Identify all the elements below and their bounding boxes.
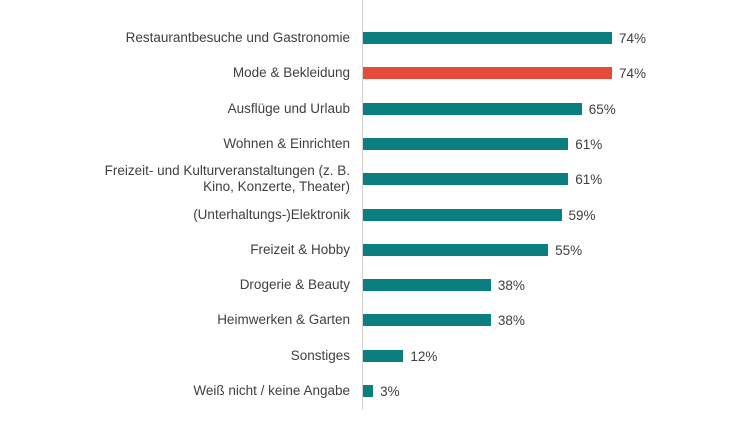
category-label: Drogerie & Beauty (239, 277, 350, 293)
value-label: 74% (619, 66, 647, 82)
bar (363, 243, 549, 256)
value-label: 61% (575, 172, 603, 188)
value-label: 74% (619, 31, 647, 46)
category-label: Mode & Bekleidung (232, 65, 350, 81)
category-label: Ausflüge und Urlaub (227, 100, 350, 116)
value-label: 59% (568, 207, 596, 223)
bar (363, 32, 612, 44)
value-label: 12% (410, 348, 438, 364)
value-label: 61% (575, 136, 603, 152)
value-label: 38% (497, 313, 525, 329)
category-label: Heimwerken & Garten (217, 312, 350, 328)
value-label: 38% (497, 278, 525, 294)
bar (363, 279, 491, 292)
category-label: Wohnen & Einrichten (223, 135, 350, 151)
category-label: Weiß nicht / keine Angabe (193, 383, 350, 398)
bar (363, 349, 404, 362)
bar (363, 173, 569, 186)
bar (363, 102, 582, 115)
value-label: 65% (588, 101, 616, 117)
value-label: 3% (380, 384, 400, 399)
category-label: Restaurantbesuche und Gastronomie (125, 30, 350, 45)
bar (363, 314, 491, 327)
value-label: 55% (555, 242, 583, 258)
category-axis-line (362, 0, 363, 410)
bar (363, 67, 612, 80)
category-label: Freizeit & Hobby (250, 241, 350, 257)
bar (363, 385, 374, 397)
bar (363, 208, 562, 221)
bar (363, 137, 569, 150)
category-label: Sonstiges (290, 347, 350, 363)
category-label: (Unterhaltungs-)Elektronik (193, 206, 350, 222)
category-label: Freizeit- und Kulturveranstaltungen (z. … (104, 163, 350, 195)
